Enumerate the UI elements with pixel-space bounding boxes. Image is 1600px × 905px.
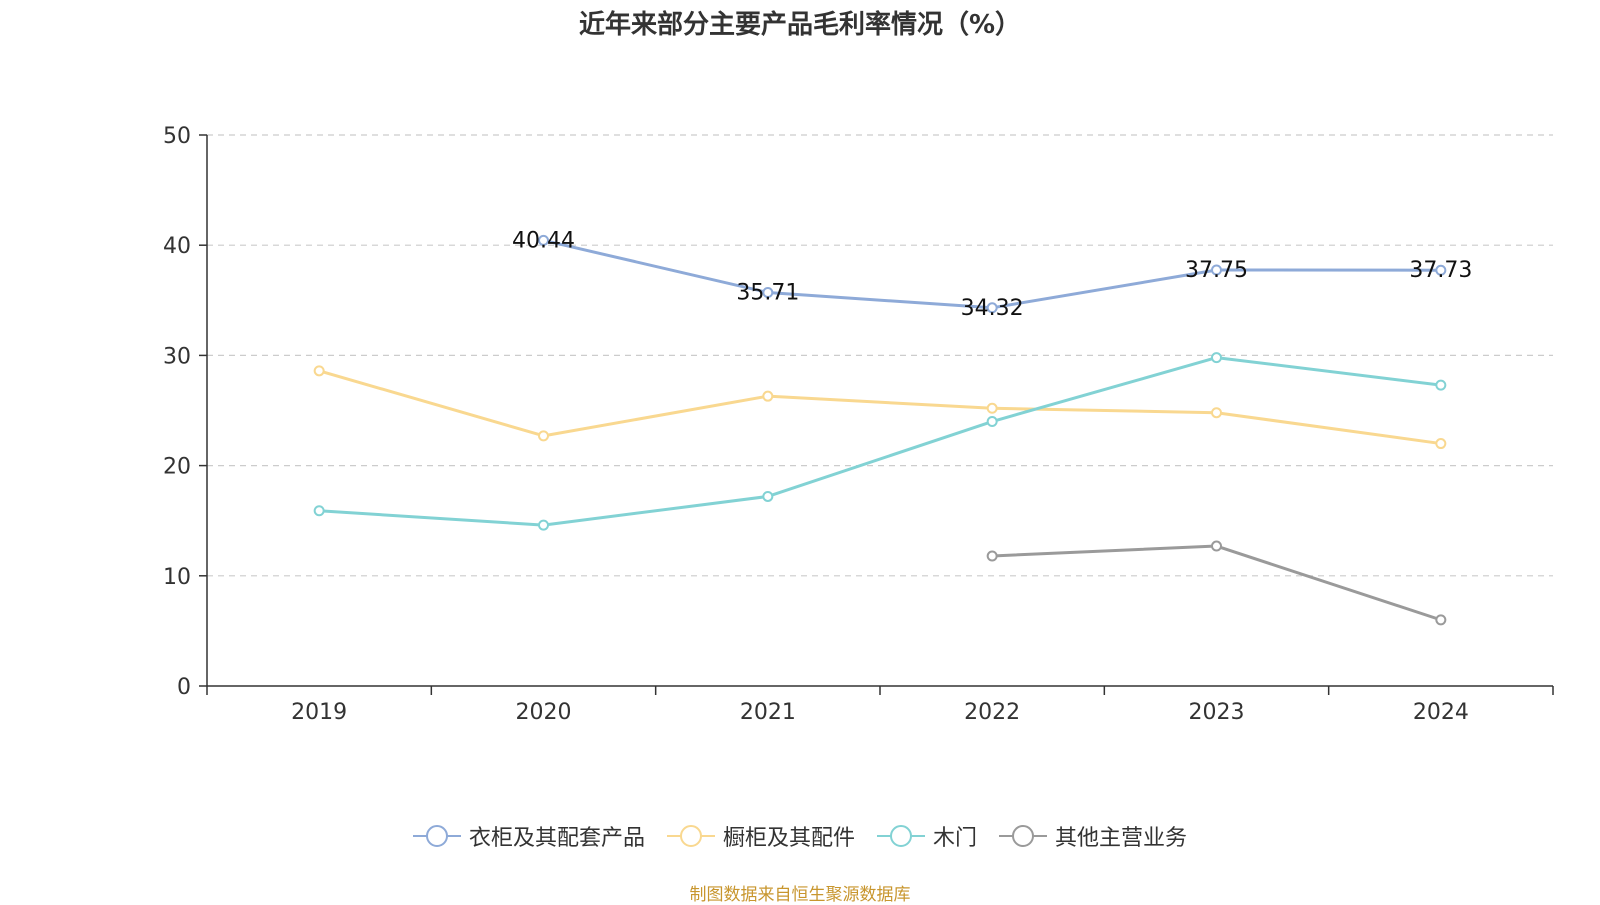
data-label: 40.44 (512, 228, 575, 253)
data-point (538, 519, 549, 531)
data-point (313, 505, 325, 517)
x-tick-label: 2020 (516, 700, 572, 725)
data-point (1435, 438, 1447, 450)
data-point (986, 416, 998, 428)
data-point (986, 402, 998, 414)
legend-line-circle-icon (877, 825, 925, 847)
legend-item[interactable]: 橱柜及其配件 (666, 820, 855, 852)
data-point (313, 365, 325, 377)
data-point (1435, 264, 1447, 276)
chart-title: 近年来部分主要产品毛利率情况（%） (578, 10, 1022, 40)
y-tick-label: 20 (163, 455, 191, 480)
data-point (538, 234, 549, 246)
data-point (538, 430, 549, 442)
y-tick-label: 10 (163, 565, 191, 590)
data-point (1211, 540, 1222, 552)
y-tick-label: 0 (177, 675, 191, 700)
legend-line-circle-icon (412, 825, 461, 847)
y-tick-label: 30 (163, 344, 191, 369)
x-tick-label: 2021 (740, 700, 796, 725)
legend-item[interactable]: 衣柜及其配套产品 (412, 820, 645, 852)
series-line-2 (319, 356, 1442, 527)
legend-item[interactable]: 其他主营业务 (999, 820, 1187, 852)
legend-label: 木门 (933, 826, 978, 851)
x-tick-label: 2019 (291, 700, 347, 725)
data-label: 37.73 (1409, 258, 1472, 283)
legend-line-circle-icon (999, 825, 1048, 847)
data-label: 35.71 (736, 280, 799, 305)
legend-item[interactable]: 木门 (877, 820, 977, 852)
y-tick-label: 50 (163, 124, 191, 149)
data-point (762, 390, 774, 402)
data-point (1435, 614, 1447, 626)
data-point (762, 490, 774, 502)
data-label: 34.32 (961, 296, 1024, 321)
data-point (1211, 407, 1222, 419)
data-point (986, 550, 998, 562)
data-label: 37.75 (1185, 258, 1248, 283)
legend-line-circle-icon (666, 825, 715, 847)
legend-label: 其他主营业务 (1055, 826, 1188, 851)
x-tick-label: 2024 (1413, 700, 1469, 725)
data-point (986, 302, 998, 314)
legend: 衣柜及其配套产品 橱柜及其配件 木门 其他主营业务 (0, 820, 1600, 852)
data-point (1435, 379, 1447, 391)
source-note: 制图数据来自恒生聚源数据库 (689, 885, 911, 905)
data-point (762, 286, 774, 298)
data-point (1211, 264, 1222, 276)
series-line-3 (992, 544, 1442, 622)
legend-label: 衣柜及其配套产品 (468, 826, 645, 851)
data-point (1211, 352, 1222, 364)
x-tick-label: 2022 (964, 700, 1020, 725)
y-tick-label: 40 (163, 234, 191, 259)
x-tick-label: 2023 (1189, 700, 1245, 725)
legend-label: 橱柜及其配件 (722, 826, 855, 851)
series-line-1 (318, 369, 1442, 446)
